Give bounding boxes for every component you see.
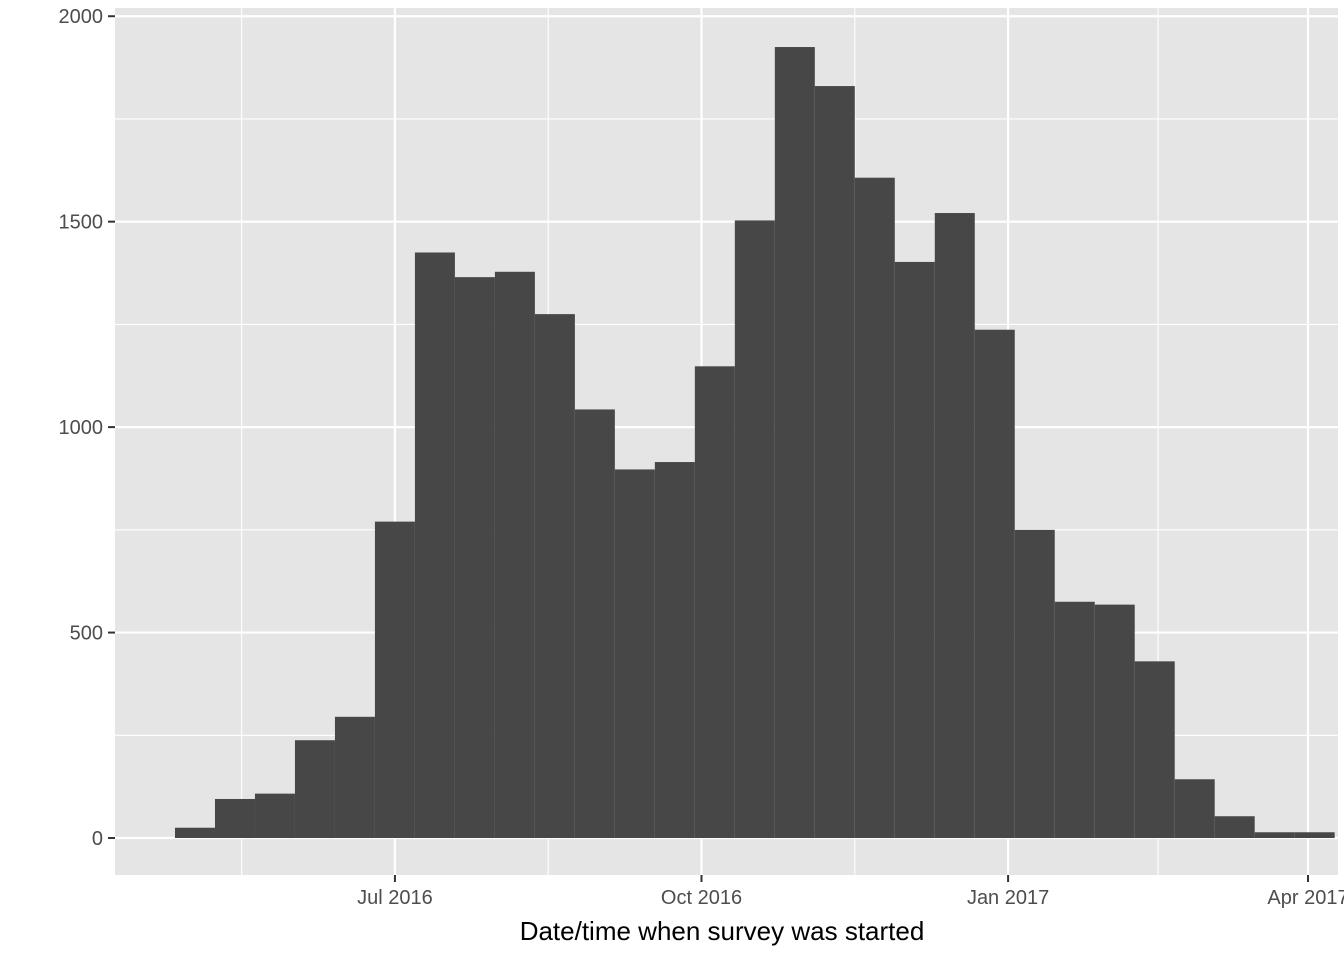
y-axis: 0 500 1000 1500 2000: [59, 6, 115, 850]
histogram-bar: [974, 329, 1015, 839]
histogram-bar: [494, 271, 535, 839]
histogram-bars: [174, 47, 1335, 839]
histogram-bar: [174, 827, 215, 839]
histogram-bar: [334, 716, 375, 839]
histogram-bar: [1294, 832, 1335, 839]
x-axis-title: Date/time when survey was started: [520, 916, 925, 946]
histogram-bar: [934, 213, 975, 839]
histogram-bar: [894, 261, 935, 839]
histogram-bar: [614, 469, 655, 839]
histogram-bar: [1214, 816, 1255, 839]
y-tick-label: 500: [70, 623, 103, 645]
y-tick-label: 1500: [59, 212, 104, 234]
histogram-bar: [1174, 779, 1215, 839]
x-axis: Jul 2016 Oct 2016 Jan 2017 Apr 2017: [357, 875, 1344, 909]
histogram-bar: [734, 220, 775, 839]
histogram-bar: [574, 409, 615, 839]
histogram-bar: [814, 86, 855, 839]
histogram-bar: [454, 277, 495, 839]
histogram-bar: [1094, 604, 1135, 839]
histogram-bar: [694, 366, 735, 839]
histogram-bar: [1254, 832, 1295, 839]
x-tick-label: Oct 2016: [661, 887, 742, 909]
x-tick-label: Apr 2017: [1267, 887, 1344, 909]
histogram-bar: [854, 177, 895, 839]
histogram-bar: [654, 462, 695, 839]
histogram-bar: [774, 47, 815, 839]
histogram-bar: [294, 740, 335, 839]
y-tick-label: 1000: [59, 417, 104, 439]
y-tick-label: 0: [92, 828, 103, 850]
y-tick-label: 2000: [59, 6, 104, 28]
histogram-bar: [214, 798, 255, 839]
x-tick-label: Jul 2016: [357, 887, 433, 909]
histogram-bar: [414, 252, 455, 839]
x-tick-label: Jan 2017: [967, 887, 1049, 909]
histogram-bar: [374, 521, 415, 839]
histogram-bar: [1054, 601, 1095, 839]
histogram-bar: [1134, 661, 1175, 839]
histogram-bar: [1014, 529, 1055, 839]
histogram-bar: [534, 314, 575, 839]
histogram-bar: [254, 793, 295, 839]
